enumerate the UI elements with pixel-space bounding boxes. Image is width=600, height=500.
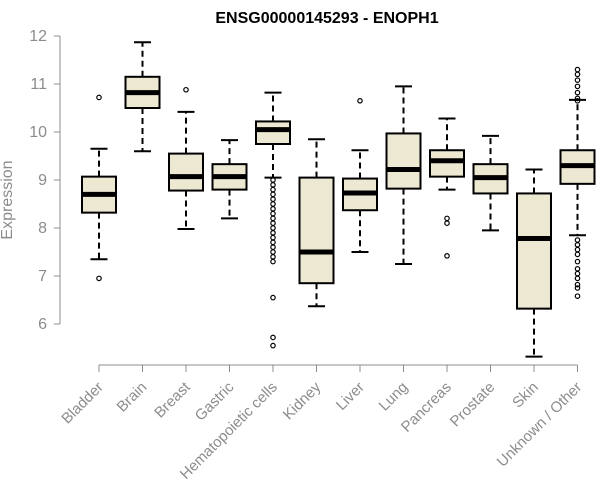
- box-group: [255, 91, 291, 349]
- box-group: [559, 66, 596, 299]
- box-group: [472, 134, 509, 232]
- outlier-point: [574, 89, 581, 96]
- outlier-point: [270, 253, 276, 260]
- outlier-point: [270, 225, 276, 231]
- outlier-point: [574, 293, 581, 299]
- outlier-point: [270, 244, 276, 251]
- outlier-point: [574, 285, 581, 291]
- outlier-point: [270, 249, 276, 255]
- box-group: [342, 98, 378, 253]
- outlier-point: [444, 253, 450, 259]
- y-axis: 6 7 8 9 10 11 12: [29, 28, 61, 333]
- outlier-point: [574, 71, 581, 78]
- outlier-point: [574, 77, 581, 83]
- outlier-point: [574, 246, 581, 253]
- iqr-box: [429, 149, 465, 178]
- outlier-point: [574, 95, 581, 102]
- outlier-point: [574, 270, 581, 277]
- outlier-point: [574, 275, 581, 282]
- outlier-point: [357, 98, 363, 104]
- x-tick-label: Skin: [509, 379, 542, 412]
- y-tick-label: 12: [29, 28, 47, 45]
- outlier-point: [444, 215, 450, 222]
- chart-title: ENSG00000145293 - ENOPH1: [215, 10, 438, 27]
- outlier-point: [444, 220, 450, 227]
- y-axis-title: Expression: [0, 160, 16, 239]
- x-tick-label: Kidney: [280, 378, 325, 423]
- y-tick-label: 7: [38, 268, 47, 285]
- outlier-point: [270, 258, 276, 265]
- outlier-point: [574, 251, 581, 258]
- x-tick-label: Liver: [333, 379, 368, 414]
- outlier-point: [96, 275, 102, 282]
- outlier-point: [270, 342, 276, 349]
- x-tick-label: Breast: [151, 378, 194, 421]
- outlier-point: [270, 215, 276, 222]
- outlier-point: [270, 191, 276, 198]
- iqr-box: [516, 192, 552, 310]
- outlier-point: [270, 186, 276, 193]
- y-tick-label: 6: [38, 316, 47, 333]
- box-series: [81, 41, 596, 358]
- outlier-point: [574, 83, 581, 90]
- outlier-point: [574, 66, 581, 73]
- outlier-point: [270, 230, 276, 236]
- x-tick-label: Prostate: [447, 379, 499, 431]
- iqr-box: [385, 132, 422, 190]
- outlier-point: [270, 206, 276, 212]
- y-tick-label: 8: [38, 220, 47, 237]
- iqr-box: [168, 152, 204, 192]
- outlier-point: [574, 281, 581, 288]
- outlier-point: [270, 234, 276, 241]
- box-group: [298, 138, 335, 308]
- x-tick-label: Brain: [114, 379, 151, 416]
- outlier-point: [270, 182, 276, 188]
- box-group: [168, 86, 204, 230]
- outlier-point: [270, 220, 276, 227]
- box-group: [429, 117, 465, 259]
- box-group: [124, 41, 161, 153]
- box-group: [385, 85, 422, 265]
- outlier-point: [270, 201, 276, 207]
- outlier-point: [270, 196, 276, 203]
- box-group: [211, 139, 248, 220]
- box-group: [516, 168, 552, 358]
- x-tick-label: Lung: [376, 379, 412, 415]
- outlier-point: [574, 242, 581, 248]
- outlier-point: [96, 94, 102, 101]
- x-tick-label: Bladder: [58, 379, 107, 428]
- y-tick-label: 10: [29, 124, 47, 141]
- y-tick-label: 9: [38, 172, 47, 189]
- outlier-point: [270, 294, 276, 301]
- outlier-point: [270, 334, 276, 341]
- outlier-point: [270, 210, 276, 217]
- outlier-point: [574, 237, 581, 243]
- outlier-point: [574, 258, 581, 265]
- box-group: [81, 94, 117, 282]
- outlier-point: [270, 239, 276, 246]
- outlier-point: [574, 98, 581, 104]
- iqr-box: [298, 176, 335, 285]
- iqr-box: [255, 120, 291, 146]
- y-tick-label: 11: [30, 76, 47, 93]
- outlier-point: [574, 265, 581, 272]
- outlier-point: [183, 86, 189, 93]
